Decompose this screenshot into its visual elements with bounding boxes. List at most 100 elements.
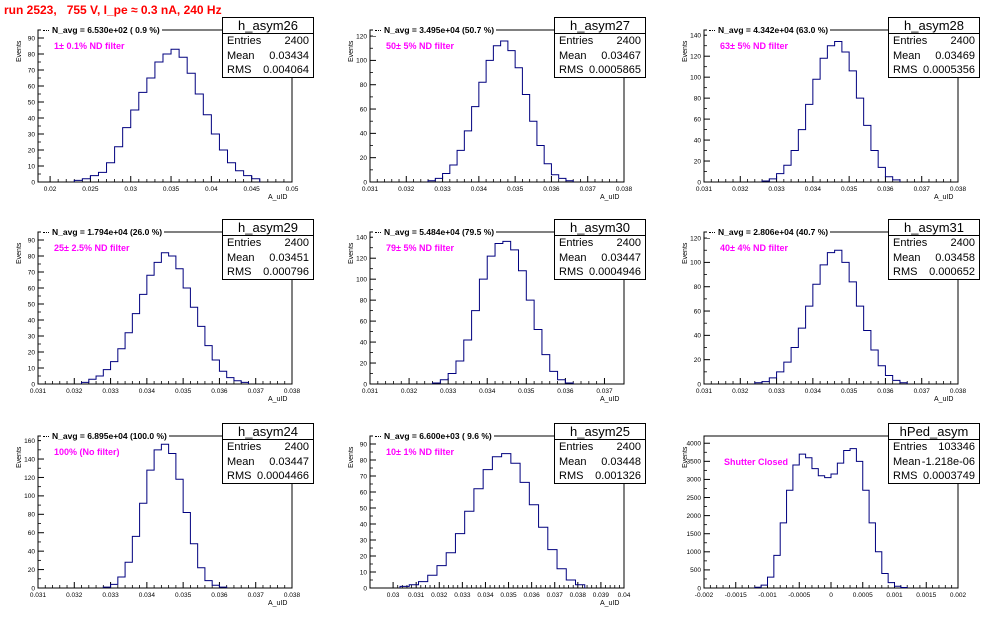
histogram-name: h_asym30 bbox=[555, 220, 645, 236]
y-tick-label: 10 bbox=[360, 569, 368, 576]
histogram-bin bbox=[82, 382, 89, 384]
histogram-bin bbox=[125, 333, 132, 384]
histogram-outline bbox=[399, 453, 586, 588]
y-tick-label: 60 bbox=[694, 308, 702, 315]
y-tick-label: 70 bbox=[28, 269, 36, 276]
histogram-bin bbox=[487, 256, 495, 384]
y-tick-label: 100 bbox=[690, 74, 701, 81]
histogram-bin bbox=[205, 581, 212, 588]
histogram-bin bbox=[154, 450, 161, 588]
histogram-bin bbox=[849, 71, 856, 182]
stats-value-entries: 2400 bbox=[616, 237, 641, 249]
stats-value-entries: 2400 bbox=[284, 441, 309, 453]
histogram-bin bbox=[813, 284, 820, 384]
x-tick-label: 0.037 bbox=[914, 186, 931, 193]
histogram-bin bbox=[492, 457, 501, 588]
histogram-bin bbox=[768, 577, 774, 588]
stats-row-entries: Entries 2400 bbox=[555, 34, 645, 49]
histogram-bin bbox=[550, 371, 558, 384]
stats-label-rms: RMS bbox=[227, 266, 252, 278]
histogram-bin bbox=[440, 380, 448, 384]
histogram-name: h_asym25 bbox=[555, 424, 645, 440]
y-tick-label: 60 bbox=[360, 489, 368, 496]
x-tick-label: 0.031 bbox=[362, 186, 379, 193]
histogram-bin bbox=[203, 115, 211, 182]
y-tick-label: 20 bbox=[360, 553, 368, 560]
histogram-bin bbox=[875, 552, 881, 588]
y-axis-label: Events bbox=[16, 40, 23, 62]
stats-value-mean: 0.03458 bbox=[935, 251, 975, 264]
stats-label-rms: RMS bbox=[893, 266, 918, 278]
y-tick-label: 60 bbox=[360, 318, 368, 325]
histogram-panel: 0.031 0.032 0.033 0.034 0.035 0.036 0.037 0.038… bbox=[666, 0, 986, 201]
navg-label: N_avg = 6.530e+02 ( 0.9 %) bbox=[41, 25, 162, 36]
y-tick-label: 20 bbox=[360, 155, 368, 162]
histogram-bin bbox=[147, 275, 154, 384]
x-tick-label: 0.031 bbox=[362, 388, 379, 395]
histogram-bin bbox=[511, 250, 519, 384]
histogram-bin bbox=[409, 585, 418, 588]
x-tick-label: 0.037 bbox=[914, 388, 931, 395]
y-tick-label: 10 bbox=[28, 365, 36, 372]
filter-label: 100% (No filter) bbox=[54, 447, 120, 457]
y-tick-label: 80 bbox=[360, 457, 368, 464]
histogram-name: h_asym27 bbox=[555, 18, 645, 34]
histogram-bin bbox=[125, 562, 132, 588]
histogram-bin bbox=[835, 42, 842, 182]
x-tick-label: 0.03 bbox=[387, 592, 400, 599]
x-axis-label: A_uID bbox=[934, 396, 954, 403]
navg-marker bbox=[375, 232, 381, 234]
y-tick-label: 80 bbox=[360, 297, 368, 304]
y-tick-label: 80 bbox=[694, 284, 702, 291]
stats-value-entries: 2400 bbox=[284, 35, 309, 47]
x-tick-label: 0.034 bbox=[805, 186, 822, 193]
navg-label: N_avg = 3.495e+04 (50.7 %) bbox=[373, 25, 497, 36]
x-tick-label: 0.033 bbox=[454, 592, 471, 599]
stats-box: h_asym28 Entries 2400 Mean 0.03469 RMS 0.00053… bbox=[888, 17, 980, 78]
y-tick-label: 120 bbox=[690, 235, 701, 242]
histogram-bin bbox=[219, 371, 226, 384]
histogram-bin bbox=[111, 362, 118, 384]
histogram-bin bbox=[483, 470, 492, 588]
histogram-panel: 0.031 0.032 0.033 0.034 0.035 0.036 0.037 0 20 40… bbox=[332, 202, 652, 403]
stats-row-mean: Mean 0.03448 bbox=[555, 455, 645, 470]
y-tick-label: 2500 bbox=[687, 495, 702, 502]
x-tick-label: 0.032 bbox=[732, 186, 749, 193]
histogram-bin bbox=[837, 463, 843, 588]
stats-label-entries: Entries bbox=[893, 35, 928, 47]
stats-value-rms: 0.000652 bbox=[929, 266, 975, 278]
stats-row-entries: Entries 2400 bbox=[223, 34, 313, 49]
histogram-outline bbox=[73, 48, 261, 182]
y-tick-label: 30 bbox=[28, 333, 36, 340]
histogram-bin bbox=[551, 175, 558, 182]
stats-row-mean: Mean 0.03447 bbox=[555, 251, 645, 266]
stats-label-entries: Entries bbox=[227, 237, 262, 249]
x-tick-label: 0.034 bbox=[479, 388, 496, 395]
x-tick-label: 0.03 bbox=[124, 186, 137, 193]
x-tick-label: 0.036 bbox=[877, 388, 894, 395]
stats-label-mean: Mean bbox=[227, 251, 255, 264]
histogram-panel: -0.002 -0.0015 -0.001 -0.0005 0 0.0005 0.001 0.… bbox=[666, 406, 986, 602]
histogram-bin bbox=[755, 383, 762, 384]
y-tick-label: 60 bbox=[28, 83, 36, 90]
histogram-outline bbox=[81, 252, 249, 384]
x-tick-label: 0.031 bbox=[30, 388, 47, 395]
navg-label: N_avg = 5.484e+04 (79.5 %) bbox=[373, 227, 497, 238]
histogram-bin bbox=[856, 461, 862, 588]
histogram-bin bbox=[428, 575, 437, 588]
histogram-bin bbox=[856, 98, 863, 182]
stats-box: h_asym29 Entries 2400 Mean 0.03451 RMS 0.00079… bbox=[222, 219, 314, 280]
y-axis-label: Events bbox=[16, 446, 23, 468]
x-tick-label: 0.038 bbox=[570, 592, 587, 599]
histogram-bin bbox=[131, 110, 139, 182]
x-tick-label: 0.038 bbox=[616, 186, 633, 193]
histogram-bin bbox=[530, 121, 537, 182]
histogram-bin bbox=[777, 174, 784, 182]
histogram-panel: 0.031 0.032 0.033 0.034 0.035 0.036 0.037 0.038… bbox=[0, 202, 320, 403]
stats-row-rms: RMS 0.0005356 bbox=[889, 63, 979, 78]
histogram-bin bbox=[448, 374, 456, 384]
histogram-outline bbox=[754, 249, 908, 384]
y-tick-label: 20 bbox=[694, 357, 702, 364]
histogram-bin bbox=[820, 58, 827, 182]
histogram-bin bbox=[818, 476, 824, 588]
